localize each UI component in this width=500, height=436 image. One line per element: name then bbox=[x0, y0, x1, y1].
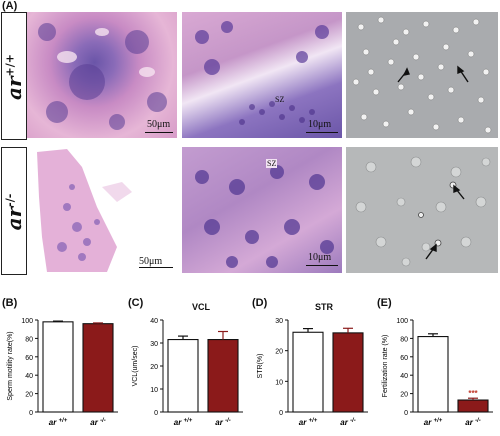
bar bbox=[457, 399, 489, 413]
scale-bar-ko-low bbox=[139, 267, 173, 268]
x-tick-label: ar +/+ bbox=[424, 418, 443, 427]
y-tick-label: 0 bbox=[29, 410, 33, 417]
y-tick-label: 20 bbox=[25, 392, 33, 399]
y-tick-label: 10 bbox=[275, 379, 283, 386]
row-label-wt-box: ar+/+ bbox=[1, 12, 27, 140]
y-tick-label: 30 bbox=[275, 318, 283, 325]
panel-d-label: (D) bbox=[252, 297, 268, 309]
bar bbox=[417, 336, 449, 413]
x-tick-label: ar +/+ bbox=[174, 418, 193, 427]
y-tick-label: 20 bbox=[150, 364, 158, 371]
sz-label-wt: SZ bbox=[275, 95, 285, 104]
chart-e-fertilization: 0 20 40 60 80 100 Fertilization rate (%) ar +/+… bbox=[382, 318, 493, 427]
y-tick-label: 20 bbox=[275, 349, 283, 356]
y-axis-label: STR(%) bbox=[257, 354, 264, 379]
chart-d-str: 0 10 20 30 STR(%) ar +/+ ar -/- bbox=[257, 318, 368, 427]
row-label-ko-box: ar-/- bbox=[1, 147, 27, 275]
significance-label: *** bbox=[468, 389, 478, 398]
scale-label-ko-high: 10μm bbox=[308, 252, 332, 263]
scale-bar-wt-low bbox=[145, 132, 173, 133]
row-label-wt: ar+/+ bbox=[2, 54, 26, 100]
x-tick-label: ar -/- bbox=[340, 418, 355, 427]
chart-d-title: STR bbox=[315, 302, 333, 312]
sperm-micrograph-wt bbox=[346, 12, 498, 138]
bar bbox=[42, 321, 74, 413]
y-tick-label: 100 bbox=[396, 318, 408, 325]
y-tick-label: 80 bbox=[25, 336, 33, 343]
bar bbox=[82, 323, 114, 413]
y-tick-label: 30 bbox=[150, 341, 158, 348]
sz-label-ko: SZ bbox=[266, 159, 278, 168]
y-axis-label: VCL(um/sec) bbox=[132, 346, 139, 387]
sperm-micrograph-ko bbox=[346, 147, 498, 273]
histology-ko-high-mag: SZ 10μm bbox=[182, 147, 342, 273]
panel-c-label: (C) bbox=[128, 297, 144, 309]
panel-e-label: (E) bbox=[377, 297, 392, 309]
histology-wt-low-mag: 50μm bbox=[27, 12, 177, 138]
y-tick-label: 10 bbox=[150, 387, 158, 394]
y-tick-label: 40 bbox=[25, 373, 33, 380]
scale-label-wt-low: 50μm bbox=[147, 119, 171, 130]
y-tick-label: 60 bbox=[400, 355, 408, 362]
x-tick-label: ar +/+ bbox=[299, 418, 318, 427]
histology-wt-high-mag: SZ 10μm bbox=[182, 12, 342, 138]
chart-c-vcl: 0 10 20 30 40 VCL(um/sec) ar +/+ ar -/- bbox=[132, 318, 243, 427]
y-tick-label: 100 bbox=[21, 318, 33, 325]
x-tick-label: ar +/+ bbox=[49, 418, 68, 427]
y-tick-label: 0 bbox=[404, 410, 408, 417]
chart-c-title: VCL bbox=[192, 302, 210, 312]
x-tick-label: ar -/- bbox=[215, 418, 230, 427]
y-axis-label: Sperm motility rate(%) bbox=[7, 331, 14, 400]
scale-label-wt-high: 10μm bbox=[308, 119, 332, 130]
chart-b-sperm-motility: 0 20 40 60 80 100 Sperm motility rate(%) ar +/+… bbox=[7, 318, 118, 427]
y-tick-label: 0 bbox=[154, 410, 158, 417]
scale-bar-wt-high bbox=[306, 132, 338, 133]
y-tick-label: 40 bbox=[150, 318, 158, 325]
y-tick-label: 80 bbox=[400, 336, 408, 343]
scale-bar-ko-high bbox=[306, 265, 338, 266]
x-tick-label: ar -/- bbox=[90, 418, 105, 427]
x-tick-label: ar -/- bbox=[465, 418, 480, 427]
bar bbox=[207, 338, 239, 413]
y-tick-label: 60 bbox=[25, 355, 33, 362]
y-axis-label: Fertilization rate (%) bbox=[382, 335, 389, 398]
scale-label-ko-low: 50μm bbox=[139, 256, 163, 267]
y-tick-label: 20 bbox=[400, 392, 408, 399]
bar bbox=[292, 331, 324, 413]
y-tick-label: 40 bbox=[400, 373, 408, 380]
bar bbox=[167, 338, 199, 413]
panel-b-label: (B) bbox=[2, 297, 18, 309]
histology-ko-low-mag: 50μm bbox=[27, 147, 177, 273]
bar bbox=[332, 332, 364, 413]
row-label-ko: ar-/- bbox=[2, 193, 26, 231]
panel-a-label: (A) bbox=[2, 0, 18, 12]
y-tick-label: 0 bbox=[279, 410, 283, 417]
